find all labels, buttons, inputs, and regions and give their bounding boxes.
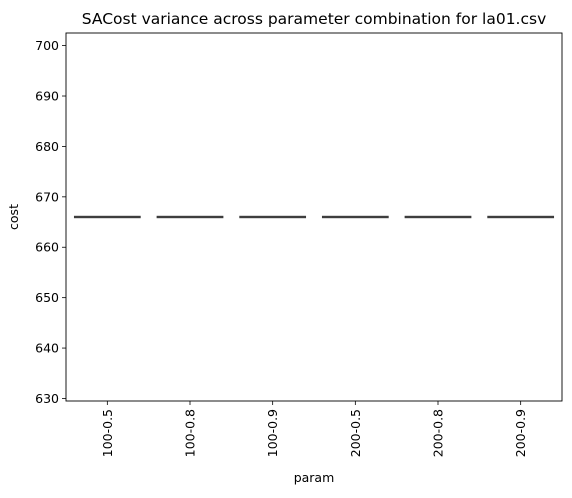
y-tick-label: 690 <box>35 89 59 104</box>
box-mark <box>73 215 141 219</box>
y-tick-label: 670 <box>35 189 59 204</box>
x-tick-label: 100-0.9 <box>265 409 280 457</box>
y-tick-label: 640 <box>35 341 59 356</box>
x-tick-label: 100-0.8 <box>183 409 198 457</box>
y-tick-label: 630 <box>35 391 59 406</box>
box-mark <box>404 215 472 219</box>
y-tick-label: 650 <box>35 290 59 305</box>
box-mark <box>239 215 307 219</box>
y-axis-ticks: 630 640 650 660 670 680 690 700 <box>35 38 66 406</box>
box-series <box>73 215 555 219</box>
plot-frame <box>65 32 563 402</box>
y-axis-label: cost <box>6 204 21 230</box>
x-axis-label: param <box>294 470 335 485</box>
y-tick-label: 680 <box>35 139 59 154</box>
chart-title: SACost variance across parameter combina… <box>82 10 547 28</box>
box-mark <box>156 215 224 219</box>
x-tick-label: 100-0.5 <box>100 409 115 457</box>
y-tick-label: 700 <box>35 38 59 53</box>
x-tick-label: 200-0.9 <box>513 409 528 457</box>
box-mark <box>321 215 389 219</box>
x-axis-ticks: 100-0.5 100-0.8 100-0.9 200-0.5 200-0.8 200-0… <box>100 401 528 457</box>
box-mark <box>487 215 555 219</box>
x-tick-label: 200-0.8 <box>431 409 446 457</box>
y-tick-label: 660 <box>35 240 59 255</box>
x-tick-label: 200-0.5 <box>348 409 363 457</box>
